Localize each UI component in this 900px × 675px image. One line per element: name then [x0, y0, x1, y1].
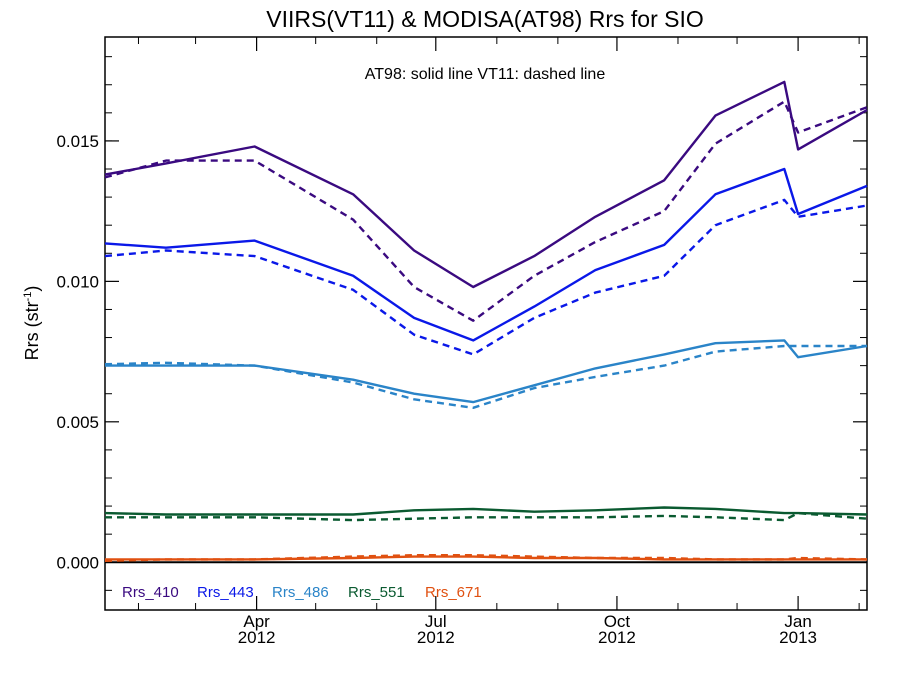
- series-line-rrs-410-at98: [104, 80, 868, 289]
- x-tick-month-label: Oct: [604, 612, 631, 631]
- y-tick-label: 0.000: [56, 553, 99, 572]
- y-tick-label: 0.015: [56, 132, 99, 151]
- line-style-annotation: AT98: solid line VT11: dashed line: [365, 66, 606, 83]
- y-tick-label: 0.010: [56, 272, 99, 291]
- series-line-rrs-671-vt11: [104, 554, 868, 562]
- y-axis-label-main: Rrs (str: [22, 301, 42, 360]
- series-line-rrs-551-vt11: [105, 511, 868, 522]
- legend-item-rrs-486: Rrs_486: [272, 584, 329, 601]
- legend-item-rrs-410: Rrs_410: [122, 584, 179, 601]
- x-tick-month-label: Apr: [243, 612, 270, 631]
- series-line-rrs-443-at98: [104, 167, 868, 342]
- series-line-rrs-443-vt11: [104, 198, 868, 356]
- plot-frame-group: [104, 36, 868, 611]
- legend-item-rrs-671: Rrs_671: [425, 584, 482, 601]
- x-tick-year-label: 2013: [779, 628, 817, 647]
- x-tick-year-label: 2012: [598, 628, 636, 647]
- y-axis-label: Rrs (str-1): [22, 286, 42, 361]
- series-line-rrs-486-vt11: [104, 344, 867, 409]
- legend-item-rrs-443: Rrs_443: [197, 584, 254, 601]
- x-tick-month-label: Jul: [425, 612, 447, 631]
- series-line-rrs-486-at98: [105, 339, 868, 404]
- x-tick-year-label: 2012: [417, 628, 455, 647]
- y-axis-label-close: ): [22, 286, 42, 292]
- legend-item-rrs-551: Rrs_551: [348, 584, 405, 601]
- x-tick-month-label: Jan: [784, 612, 811, 631]
- chart-title: VIIRS(VT11) & MODISA(AT98) Rrs for SIO: [266, 6, 704, 32]
- series-line-rrs-551-at98: [104, 506, 868, 516]
- y-axis-label-superscript: -1: [22, 292, 34, 302]
- x-tick-year-label: 2012: [238, 628, 276, 647]
- plot-frame: [104, 36, 868, 611]
- y-tick-label: 0.005: [56, 413, 99, 432]
